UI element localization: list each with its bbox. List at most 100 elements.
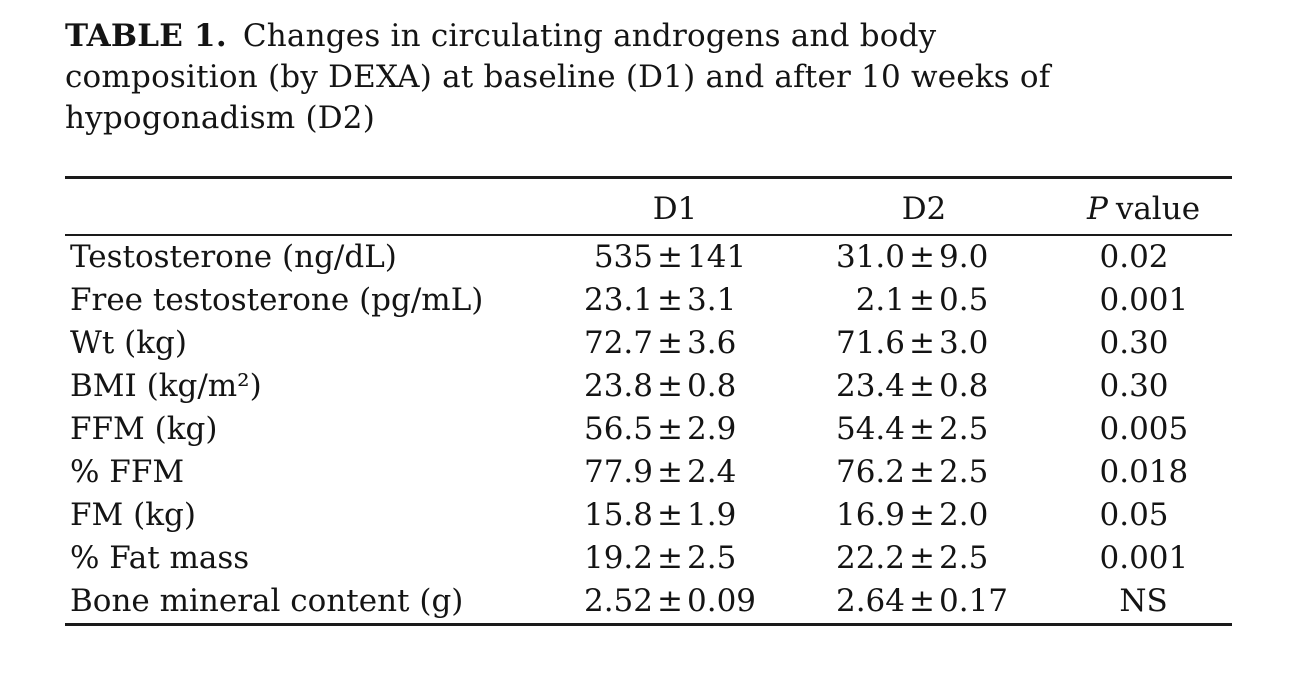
p-value-cell: 0.05 — [1037, 494, 1232, 537]
plus-minus-sign: ± — [657, 411, 683, 447]
d2-value: 16.9 — [835, 497, 905, 533]
table-caption-label: TABLE 1. — [65, 18, 227, 54]
table-caption-line: composition (by DEXA) at baseline (D1) a… — [65, 59, 1051, 95]
table-caption: TABLE 1. Changes in circulating androgens… — [65, 16, 1185, 139]
plus-minus-sign: ± — [909, 368, 935, 404]
table-caption-line: hypogonadism (D2) — [65, 100, 376, 136]
d2-error: 9.0 — [939, 239, 989, 275]
column-header-d1: D1 — [652, 190, 698, 227]
d1-value: 535 — [593, 239, 653, 275]
d2-cell: 22.2 ±2.5 — [785, 537, 1037, 580]
p-value: 0.05 — [1099, 497, 1169, 533]
d2-cell: 23.4 ±0.8 — [785, 365, 1037, 408]
d1-value: 2.52 — [583, 583, 653, 619]
d2-error: 2.5 — [939, 411, 989, 447]
p-value-italic-p: P — [1086, 190, 1108, 227]
row-label-cell: FM (kg) — [70, 497, 196, 533]
row-label-cell: % FFM — [70, 454, 185, 490]
p-value-cell: 0.30 — [1037, 365, 1232, 408]
d2-error: 2.0 — [939, 497, 989, 533]
d1-value: 19.2 — [583, 540, 653, 576]
d2-value: 71.6 — [835, 325, 905, 361]
d2-cell: 2.64 ±0.17 — [785, 580, 1037, 625]
d2-cell: 2.1 ±0.5 — [785, 279, 1037, 322]
table-row: Wt (kg) 72.7 ±3.6 71.6 ±3.0 0.30 — [65, 322, 1232, 365]
p-value: 0.001 — [1099, 282, 1189, 318]
p-value-cell: 0.001 — [1037, 279, 1232, 322]
row-label-cell: Free testosterone (pg/mL) — [70, 282, 484, 318]
p-value-cell: 0.018 — [1037, 451, 1232, 494]
table-row: FM (kg) 15.8 ±1.9 16.9 ±2.0 0.05 — [65, 494, 1232, 537]
d2-value: 54.4 — [835, 411, 905, 447]
plus-minus-sign: ± — [657, 454, 683, 490]
p-value: 0.018 — [1099, 454, 1189, 490]
d1-cell: 2.52 ±0.09 — [565, 580, 785, 625]
plus-minus-sign: ± — [909, 411, 935, 447]
p-value: 0.001 — [1099, 540, 1189, 576]
d2-cell: 31.0 ±9.0 — [785, 235, 1037, 279]
d1-value: 23.1 — [583, 282, 653, 318]
row-label-cell: % Fat mass — [70, 540, 250, 576]
d1-cell: 23.8 ±0.8 — [565, 365, 785, 408]
d1-cell: 72.7 ±3.6 — [565, 322, 785, 365]
d2-error: 0.17 — [939, 583, 1009, 619]
plus-minus-sign: ± — [909, 454, 935, 490]
row-label-cell: Testosterone (ng/dL) — [70, 239, 397, 275]
p-value: 0.30 — [1099, 325, 1169, 361]
plus-minus-sign: ± — [657, 282, 683, 318]
d2-cell: 16.9 ±2.0 — [785, 494, 1037, 537]
d1-error: 1.9 — [687, 497, 737, 533]
d1-cell: 77.9 ±2.4 — [565, 451, 785, 494]
d2-value: 31.0 — [835, 239, 905, 275]
table-row: Free testosterone (pg/mL) 23.1 ±3.1 2.1 ±0… — [65, 279, 1232, 322]
p-value: 0.005 — [1099, 411, 1189, 447]
plus-minus-sign: ± — [909, 282, 935, 318]
table-caption-text: Changes in circulating androgens and bod… — [242, 18, 937, 54]
plus-minus-sign: ± — [909, 325, 935, 361]
d2-cell: 76.2 ±2.5 — [785, 451, 1037, 494]
column-header-parameter — [65, 178, 565, 235]
p-value-cell: 0.02 — [1037, 235, 1232, 279]
d2-value: 2.1 — [855, 282, 905, 318]
plus-minus-sign: ± — [657, 239, 683, 275]
d2-error: 2.5 — [939, 540, 989, 576]
d2-error: 0.5 — [939, 282, 989, 318]
d2-value: 76.2 — [835, 454, 905, 490]
d1-cell: 15.8 ±1.9 — [565, 494, 785, 537]
d2-value: 23.4 — [835, 368, 905, 404]
plus-minus-sign: ± — [657, 368, 683, 404]
d2-error: 0.8 — [939, 368, 989, 404]
plus-minus-sign: ± — [657, 325, 683, 361]
plus-minus-sign: ± — [909, 497, 935, 533]
p-value-cell: 0.30 — [1037, 322, 1232, 365]
d1-cell: 56.5 ±2.9 — [565, 408, 785, 451]
d1-error: 2.4 — [687, 454, 737, 490]
d1-value: 77.9 — [583, 454, 653, 490]
d1-cell: 535 ±141 — [565, 235, 785, 279]
p-value: 0.02 — [1099, 239, 1169, 275]
p-value: 0.30 — [1099, 368, 1169, 404]
table-row: % FFM 77.9 ±2.4 76.2 ±2.5 0.018 — [65, 451, 1232, 494]
p-value-cell: NS — [1037, 580, 1232, 625]
d1-cell: 19.2 ±2.5 — [565, 537, 785, 580]
d1-value: 56.5 — [583, 411, 653, 447]
d1-cell: 23.1 ±3.1 — [565, 279, 785, 322]
table-row: % Fat mass 19.2 ±2.5 22.2 ±2.5 0.001 — [65, 537, 1232, 580]
d1-error: 0.09 — [687, 583, 757, 619]
plus-minus-sign: ± — [657, 583, 683, 619]
plus-minus-sign: ± — [909, 540, 935, 576]
p-value-word: value — [1115, 190, 1201, 227]
d1-value: 15.8 — [583, 497, 653, 533]
d2-value: 22.2 — [835, 540, 905, 576]
d2-error: 2.5 — [939, 454, 989, 490]
row-label-cell: Bone mineral content (g) — [70, 583, 464, 619]
d2-cell: 54.4 ±2.5 — [785, 408, 1037, 451]
d1-value: 72.7 — [583, 325, 653, 361]
p-value: NS — [1119, 583, 1168, 619]
row-label-cell: BMI (kg/m²) — [70, 368, 262, 404]
column-header-d2: D2 — [901, 190, 947, 227]
plus-minus-sign: ± — [657, 497, 683, 533]
